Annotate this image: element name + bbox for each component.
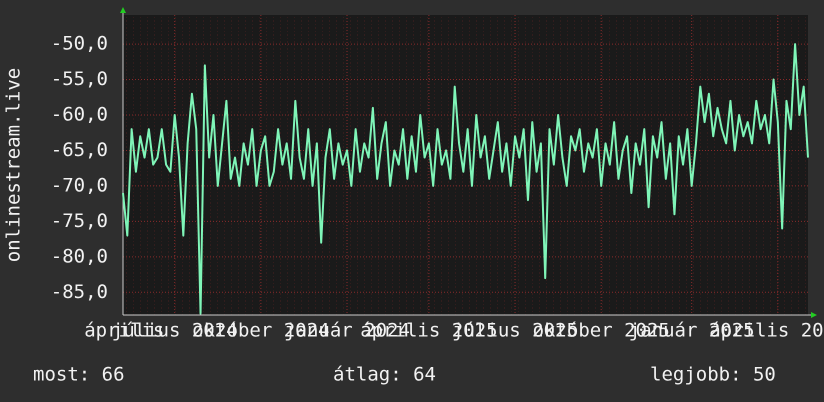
minor-grid [123, 15, 808, 315]
y-tick-label: -65,0 [51, 139, 108, 161]
x-tick-label: április [84, 320, 164, 342]
y-tick-label: -75,0 [51, 210, 108, 232]
axis-arrow [811, 312, 817, 318]
y-tick-label: -70,0 [51, 174, 108, 196]
y-axis-title: onlinestream.live [3, 68, 25, 262]
y-tick-label: -55,0 [51, 68, 108, 90]
y-tick-label: -80,0 [51, 245, 108, 267]
y-tick-label: -50,0 [51, 33, 108, 55]
footer-stat: átlag: 64 [333, 364, 436, 386]
x-tick-label: április 2026 [709, 320, 824, 342]
grid [123, 15, 808, 315]
axis-arrow [120, 7, 126, 13]
x-tick-label: október 2024 [192, 320, 329, 342]
x-tick-label: október 2025 [533, 320, 670, 342]
x-tick-label: július 2025 [452, 320, 578, 342]
x-tick-label: július 2024 [112, 320, 238, 342]
footer-stat: legjobb: 50 [650, 364, 776, 386]
y-tick-label: -85,0 [51, 281, 108, 303]
data-line [122, 43, 809, 315]
y-tick-label: -60,0 [51, 104, 108, 126]
x-tick-label: január 2025 [629, 320, 755, 342]
footer-stat: most: 66 [33, 364, 125, 386]
x-tick-label: április 2025 [360, 320, 497, 342]
x-tick-label: január 2024 [284, 320, 410, 342]
